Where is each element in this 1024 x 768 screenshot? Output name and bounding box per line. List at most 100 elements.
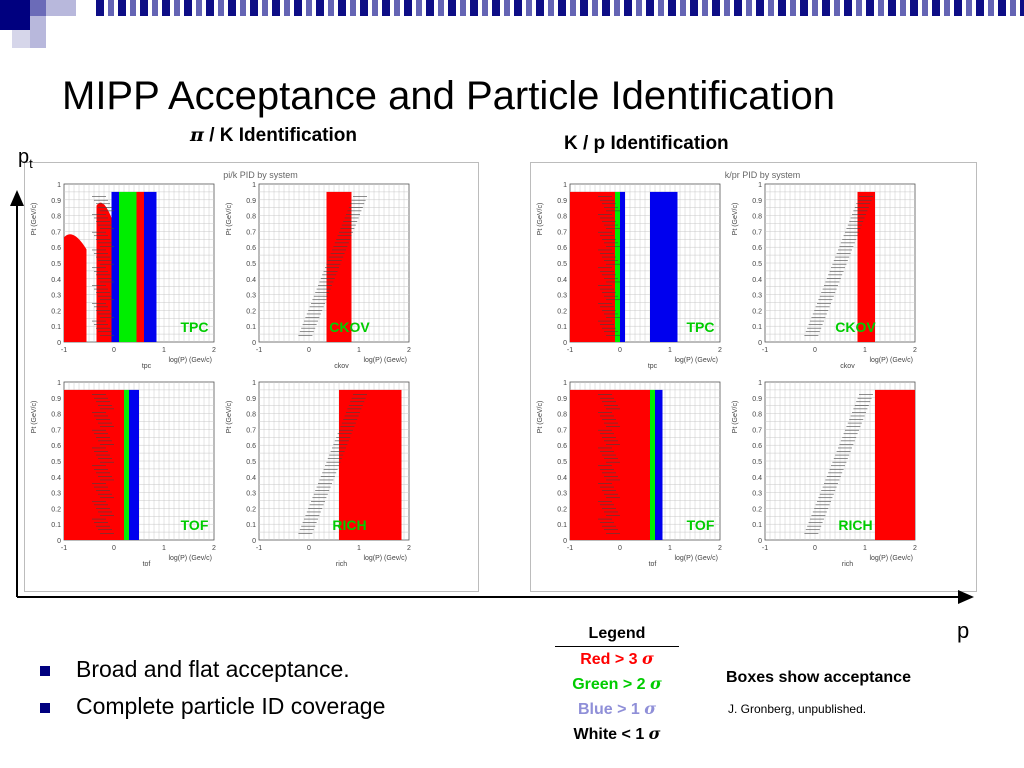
y-axis-title: Pt (GeV/c)	[537, 401, 544, 434]
y-tick-label: 0.7	[752, 229, 762, 236]
x-axis-title: log(P) (Gev/c)	[363, 357, 407, 364]
x-tick-label: 0	[618, 347, 622, 354]
panel-label-tpc: TPC	[687, 319, 715, 335]
x-tick-label: 0	[112, 545, 116, 552]
y-tick-label: 0.5	[51, 459, 61, 466]
y-tick-label: 0.1	[752, 522, 762, 529]
x-axis-title: log(P) (Gev/c)	[363, 555, 407, 562]
bullet-square-icon	[40, 703, 50, 713]
y-tick-label: 0.3	[752, 293, 762, 300]
event-marks	[92, 394, 114, 534]
region-red	[339, 389, 402, 540]
x-tick-label: 1	[668, 545, 672, 552]
x-tick-label: 1	[357, 347, 361, 354]
y-tick-label: 0.4	[51, 475, 61, 482]
y-tick-label: 0.5	[246, 261, 256, 268]
y-tick-label: 0.4	[557, 277, 567, 284]
y-tick-label: 0	[252, 538, 256, 545]
y-tick-label: 0.6	[51, 245, 61, 252]
region-green	[615, 191, 620, 342]
region-red	[136, 191, 144, 342]
y-tick-label: 0.8	[752, 412, 762, 419]
y-tick-label: 0.1	[557, 324, 567, 331]
y-tick-label: 0.7	[752, 427, 762, 434]
y-axis-label: pt	[18, 146, 33, 171]
region-green	[119, 191, 137, 342]
bullet-item: Broad and flat acceptance.	[40, 656, 385, 683]
x-tick-label: -1	[61, 347, 67, 354]
legend-title: Legend	[555, 622, 679, 647]
panel-ckov: 00.10.20.30.40.50.60.70.80.91-1 0 1 2Pt (Ge…	[226, 182, 411, 370]
panel-tpc: 00.10.20.30.40.50.60.70.80.91-1 0 1 2Pt (Ge…	[537, 182, 722, 370]
y-tick-label: 0.6	[752, 443, 762, 450]
y-tick-label: 0.3	[557, 491, 567, 498]
y-tick-label: 0.2	[51, 506, 61, 513]
panel-label-ckov: CKOV	[329, 319, 370, 335]
region-blue	[620, 191, 625, 342]
y-tick-label: 0.6	[246, 245, 256, 252]
x-tick-label: 0	[618, 545, 622, 552]
y-tick-label: 0.6	[557, 245, 567, 252]
y-tick-label: 0.1	[557, 522, 567, 529]
event-marks	[804, 394, 873, 534]
y-tick-label: 1	[758, 182, 762, 189]
corner-decoration	[0, 0, 1024, 50]
x-tick-label: -1	[762, 347, 768, 354]
panel-name: ckov	[334, 363, 349, 370]
y-tick-label: 0.9	[752, 396, 762, 403]
y-tick-label: 0.9	[557, 396, 567, 403]
legend-item-blue: Blue > 1 σ	[577, 699, 657, 718]
region-red	[570, 389, 650, 540]
y-tick-label: 0.9	[246, 396, 256, 403]
panel-name: tof	[649, 561, 657, 568]
y-tick-label: 0.6	[557, 443, 567, 450]
panel-label-tpc: TPC	[181, 319, 209, 335]
y-tick-label: 0.8	[557, 214, 567, 221]
x-tick-label: 1	[162, 347, 166, 354]
x-tick-label: 0	[307, 545, 311, 552]
y-tick-label: 0.7	[557, 229, 567, 236]
x-tick-label: 2	[913, 347, 917, 354]
region-blue	[129, 389, 139, 540]
legend: Legend Red > 3 σ Green > 2 σ Blue > 1 σ …	[552, 622, 682, 747]
figure-title: pi/k PID by system	[223, 170, 298, 180]
credit-text: J. Gronberg, unpublished.	[728, 702, 867, 716]
x-axis-title: log(P) (Gev/c)	[674, 555, 718, 562]
y-tick-label: 0.8	[51, 412, 61, 419]
x-tick-label: 2	[407, 545, 411, 552]
legend-item-green: Green > 2 σ	[572, 674, 662, 693]
panel-ckov: 00.10.20.30.40.50.60.70.80.91-1 0 1 2Pt (Ge…	[732, 182, 917, 370]
y-axis-title: Pt (GeV/c)	[31, 401, 38, 434]
y-tick-label: 0.9	[51, 198, 61, 205]
y-tick-label: 0.4	[246, 277, 256, 284]
y-tick-label: 0.8	[557, 412, 567, 419]
panel-name: tpc	[648, 363, 658, 370]
y-tick-label: 0.3	[752, 491, 762, 498]
y-tick-label: 0.3	[246, 491, 256, 498]
y-tick-label: 0.1	[51, 522, 61, 529]
panel-label-rich: RICH	[332, 517, 366, 533]
x-tick-label: 0	[112, 347, 116, 354]
y-tick-label: 0.4	[51, 277, 61, 284]
y-tick-label: 0	[57, 538, 61, 545]
y-tick-label: 0.3	[557, 293, 567, 300]
y-axis-title: Pt (GeV/c)	[537, 203, 544, 236]
y-tick-label: 0.3	[51, 491, 61, 498]
bullet-item: Complete particle ID coverage	[40, 693, 385, 720]
y-tick-label: 0.8	[51, 214, 61, 221]
pi-symbol: π	[190, 124, 204, 146]
x-tick-label: 0	[307, 347, 311, 354]
y-tick-label: 0.7	[246, 229, 256, 236]
event-marks	[298, 196, 367, 336]
event-marks	[298, 394, 367, 534]
y-tick-label: 0.2	[752, 506, 762, 513]
y-tick-label: 0.5	[557, 459, 567, 466]
y-tick-label: 1	[758, 380, 762, 387]
region-blue	[111, 191, 119, 342]
y-tick-label: 0.3	[246, 293, 256, 300]
legend-item-white: White < 1 σ	[573, 724, 661, 743]
x-axis-label: p	[957, 618, 970, 643]
panel-label-ckov: CKOV	[835, 319, 876, 335]
y-tick-label: 0	[758, 538, 762, 545]
region-red	[570, 191, 615, 342]
